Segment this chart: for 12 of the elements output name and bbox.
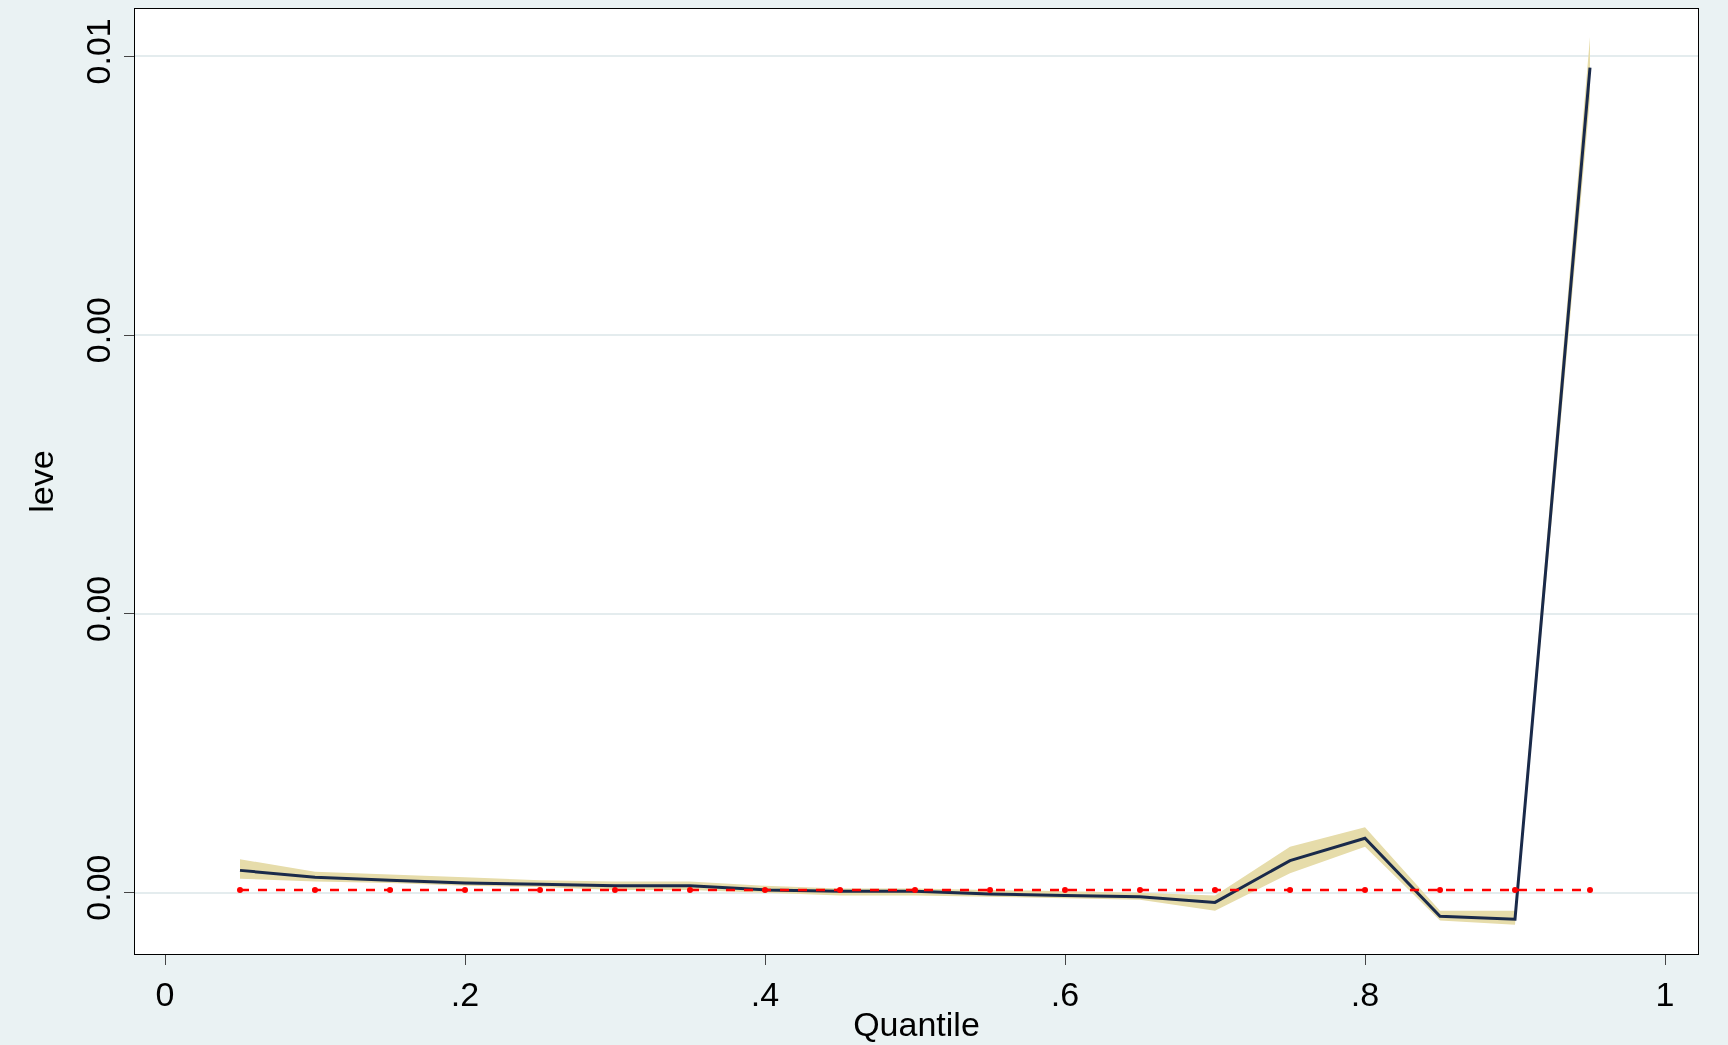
x-tick-label: .2 xyxy=(450,974,480,1013)
x-tick-label: .4 xyxy=(750,974,780,1013)
x-tick-label: .6 xyxy=(1050,974,1080,1013)
y-tick-label: 0.01 xyxy=(79,18,118,85)
y-tick-label: 0.00 xyxy=(79,296,118,364)
x-tick-label: 0 xyxy=(155,974,175,1013)
y-tick-label: 0.00 xyxy=(79,854,118,921)
x-tick-label: .8 xyxy=(1350,974,1380,1013)
x-tick-label: 1 xyxy=(1655,974,1675,1013)
x-axis-title: Quantile xyxy=(853,1005,980,1044)
y-tick-label: 0.00 xyxy=(79,575,118,642)
y-axis-title: leve xyxy=(22,450,60,513)
